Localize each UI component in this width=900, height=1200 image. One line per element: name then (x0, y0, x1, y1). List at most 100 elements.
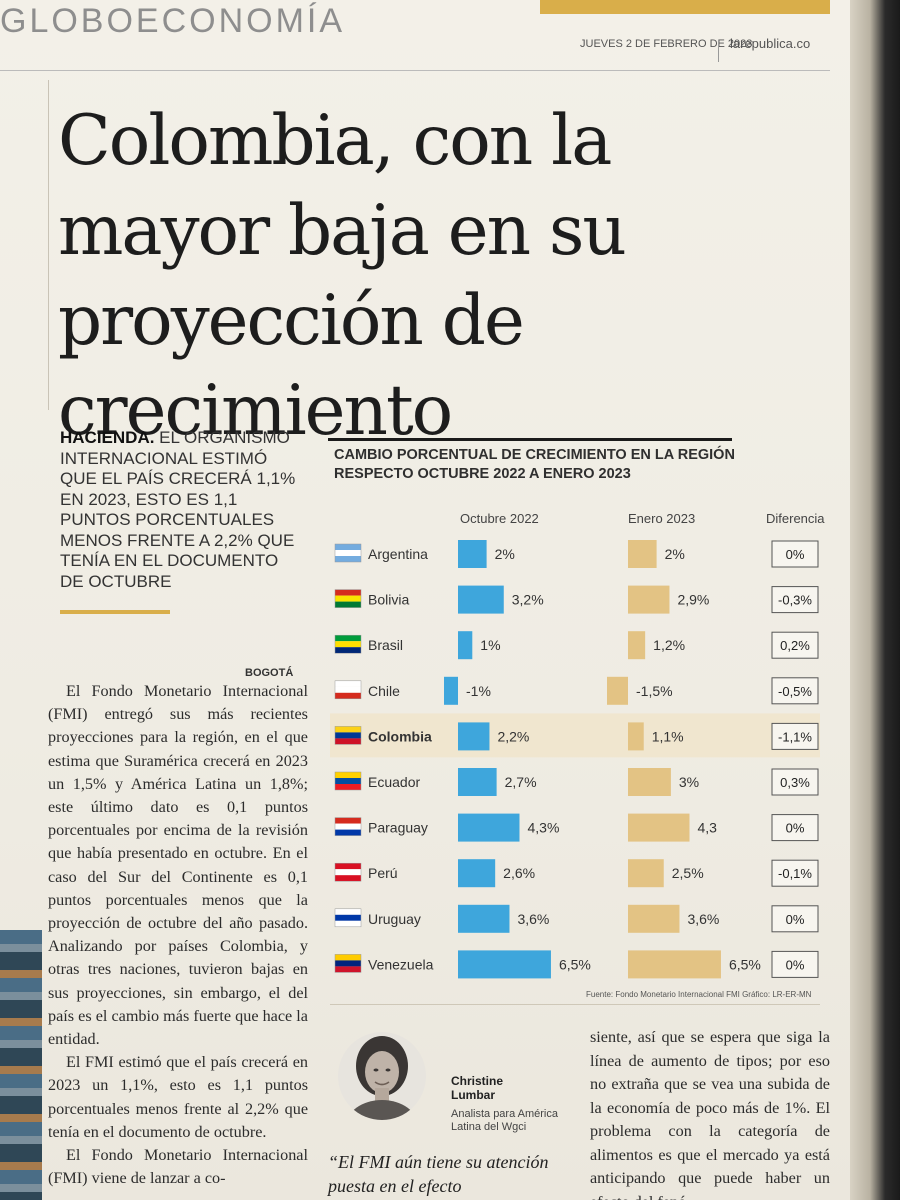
diff-box-chile (771, 677, 819, 705)
column-header-oct: Octubre 2022 (460, 511, 539, 526)
flag-stripe-chile-2 (335, 692, 361, 699)
flag-colombia-icon (334, 726, 362, 745)
label-jan-colombia: 1,1% (652, 728, 684, 744)
label-oct-colombia: 2,2% (497, 728, 529, 744)
country-label-colombia: Colombia (368, 728, 432, 744)
issue-date: JUEVES 2 DE FEBRERO DE 2023 (580, 38, 753, 50)
flag-stripe-argentina-1 (335, 550, 361, 556)
flag-ecuador-icon (334, 771, 362, 791)
diff-label-ecuador: 0,3% (780, 775, 810, 790)
flag-stripe-colombia-0 (335, 726, 361, 733)
country-label-venezuela: Venezuela (368, 956, 434, 972)
bar-jan-uruguay (628, 904, 680, 933)
dateline: BOGOTÁ (245, 667, 294, 679)
label-jan-bolivia: 2,9% (677, 592, 709, 608)
diff-box-uruguay (771, 905, 819, 933)
country-label-argentina: Argentina (368, 546, 428, 562)
bar-jan-argentina (628, 540, 657, 568)
label-jan-paraguay: 4,3 (697, 820, 717, 836)
flag-stripe-colombia-1 (335, 732, 361, 739)
newspaper-page: GLOBOECONOMÍA JUEVES 2 DE FEBRERO DE 202… (0, 0, 850, 1200)
paragraph-3: El Fondo Monetario Internacional (FMI) v… (48, 1146, 308, 1188)
diff-label-brasil: 0,2% (780, 638, 810, 653)
flag-stripe-venezuela-2 (335, 966, 361, 973)
diff-label-chile: -0,5% (778, 684, 812, 699)
label-jan-brasil: 1,2% (653, 637, 685, 653)
bar-jan-venezuela (628, 950, 721, 979)
country-label-uruguay: Uruguay (368, 911, 421, 927)
diff-label-peru: -0,1% (778, 866, 812, 881)
country-label-peru: Perú (368, 865, 398, 881)
diff-box-brasil (771, 631, 819, 659)
bar-jan-brasil (628, 631, 646, 660)
chart-top-rule (328, 438, 732, 441)
diff-box-peru (771, 859, 819, 887)
diff-label-uruguay: 0% (786, 912, 805, 927)
flag-argentina-icon (334, 543, 362, 563)
highlight-row-colombia (330, 713, 820, 758)
analyst-last-name: Lumbar (451, 1088, 496, 1102)
header-divider (718, 40, 719, 62)
header-rule (0, 70, 830, 71)
flag-stripe-bolivia-2 (335, 601, 361, 608)
label-oct-ecuador: 2,7% (505, 774, 537, 790)
bar-oct-bolivia (458, 585, 504, 614)
analyst-first-name: Christine (451, 1074, 504, 1088)
flag-stripe-ecuador-2 (335, 784, 361, 790)
flag-stripe-brasil-0 (335, 635, 361, 642)
flag-paraguay-icon (334, 817, 362, 836)
flag-stripe-venezuela-1 (335, 960, 361, 967)
label-oct-brasil: 1% (480, 637, 500, 653)
bar-oct-uruguay (458, 904, 510, 933)
label-oct-venezuela: 6,5% (559, 956, 591, 972)
flag-stripe-venezuela-0 (335, 954, 361, 961)
site-url: larepublica.co (730, 36, 811, 51)
bar-oct-chile (444, 676, 458, 705)
lead-body: EL ORGANISMO INTERNACIONAL ESTIMÓ QUE EL… (60, 428, 296, 591)
source-rule (330, 1004, 820, 1005)
diff-label-venezuela: 0% (786, 957, 805, 972)
analyst-portrait (338, 1032, 426, 1120)
bar-jan-bolivia (628, 585, 670, 614)
label-jan-argentina: 2% (665, 546, 685, 562)
flag-chile-icon (334, 680, 362, 700)
lead-underline (60, 610, 170, 614)
label-jan-uruguay: 3,6% (687, 911, 719, 927)
label-jan-ecuador: 3% (679, 774, 699, 790)
bar-oct-peru (458, 859, 496, 888)
flag-stripe-chile-0 (335, 680, 361, 687)
bar-oct-paraguay (458, 813, 520, 842)
flag-uruguay-icon (334, 908, 362, 928)
bar-jan-ecuador (628, 768, 671, 796)
flag-stripe-argentina-2 (335, 556, 361, 562)
bar-oct-argentina (458, 540, 487, 568)
country-label-chile: Chile (368, 683, 400, 699)
page-edge (850, 0, 900, 1200)
flag-stripe-brasil-2 (335, 647, 361, 654)
label-oct-uruguay: 3,6% (517, 911, 549, 927)
diff-box-venezuela (771, 950, 819, 978)
flag-peru-icon (334, 862, 362, 882)
diff-box-colombia (771, 722, 819, 750)
bar-oct-ecuador (458, 768, 497, 796)
flag-stripe-paraguay-2 (335, 829, 361, 836)
pull-quote: “El FMI aún tiene su atención puesta en … (328, 1152, 549, 1196)
growth-chart: Argentina 2% 2% 0% Bolivia 3,2% 2,9% -0,3% Brasi… (330, 540, 820, 979)
chart-source: Fuente: Fondo Monetario Internacional FM… (586, 990, 812, 999)
side-photo (0, 930, 42, 1200)
label-oct-peru: 2,6% (503, 865, 535, 881)
headline: Colombia, con la mayor baja en su proyec… (58, 101, 627, 451)
flag-venezuela-icon (334, 954, 362, 973)
label-oct-chile: -1% (466, 683, 491, 699)
article-body-col2: siente, así que se espera que siga la lí… (590, 1028, 830, 1200)
country-label-bolivia: Bolivia (368, 592, 409, 608)
label-jan-chile: -1,5% (636, 683, 673, 699)
flag-stripe-colombia-2 (335, 738, 361, 745)
bar-jan-colombia (628, 722, 644, 751)
flag-stripe-uruguay-1 (335, 914, 361, 921)
flag-stripe-bolivia-1 (335, 595, 361, 602)
flag-stripe-ecuador-0 (335, 772, 361, 778)
flag-stripe-uruguay-0 (335, 908, 361, 915)
article-body: El Fondo Monetario Internacional (FMI) e… (48, 680, 308, 1190)
flag-stripe-argentina-0 (335, 544, 361, 550)
